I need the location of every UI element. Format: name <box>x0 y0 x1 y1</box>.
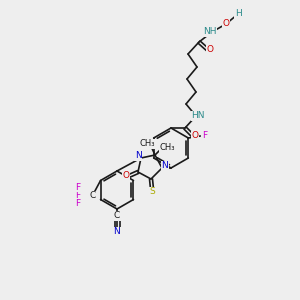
Text: C: C <box>114 212 120 220</box>
Text: CH₃: CH₃ <box>139 140 155 148</box>
Text: N: N <box>114 227 120 236</box>
Text: O: O <box>122 172 130 181</box>
Text: H: H <box>235 10 242 19</box>
Text: F: F <box>75 199 80 208</box>
Text: HN: HN <box>191 112 205 121</box>
Text: F: F <box>75 191 80 200</box>
Text: O: O <box>191 131 199 140</box>
Text: F: F <box>202 131 207 140</box>
Text: N: N <box>162 161 168 170</box>
Text: N: N <box>135 152 141 160</box>
Text: S: S <box>149 188 155 196</box>
Text: C: C <box>89 191 96 200</box>
Text: F: F <box>75 183 80 192</box>
Text: CH₃: CH₃ <box>159 143 175 152</box>
Text: O: O <box>206 46 214 55</box>
Text: O: O <box>223 20 230 28</box>
Text: NH: NH <box>203 28 217 37</box>
